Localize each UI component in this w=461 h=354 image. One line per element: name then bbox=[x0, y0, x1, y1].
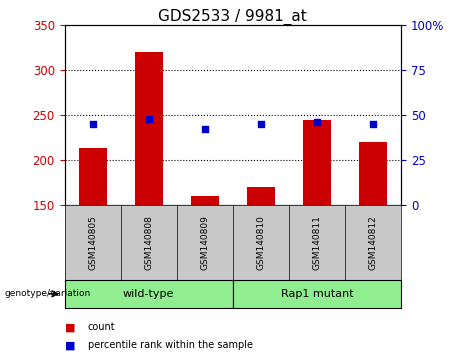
Text: ■: ■ bbox=[65, 340, 75, 350]
Bar bbox=[359, 142, 387, 205]
Text: GSM140810: GSM140810 bbox=[256, 215, 266, 270]
Bar bbox=[247, 187, 275, 205]
Point bbox=[369, 121, 377, 127]
Bar bbox=[135, 52, 163, 205]
Text: Rap1 mutant: Rap1 mutant bbox=[281, 289, 353, 299]
Point bbox=[89, 121, 96, 127]
Point bbox=[313, 119, 321, 125]
Bar bbox=[303, 120, 331, 205]
Text: ■: ■ bbox=[65, 322, 75, 332]
Text: count: count bbox=[88, 322, 115, 332]
Title: GDS2533 / 9981_at: GDS2533 / 9981_at bbox=[159, 8, 307, 25]
Text: percentile rank within the sample: percentile rank within the sample bbox=[88, 340, 253, 350]
Text: GSM140811: GSM140811 bbox=[313, 215, 321, 270]
Point bbox=[201, 127, 208, 132]
Bar bbox=[78, 148, 106, 205]
Text: GSM140812: GSM140812 bbox=[368, 215, 378, 270]
Point bbox=[145, 116, 152, 121]
Text: GSM140805: GSM140805 bbox=[88, 215, 97, 270]
Text: genotype/variation: genotype/variation bbox=[5, 289, 91, 298]
Text: wild-type: wild-type bbox=[123, 289, 174, 299]
Bar bbox=[191, 196, 219, 205]
Text: GSM140808: GSM140808 bbox=[144, 215, 153, 270]
Text: GSM140809: GSM140809 bbox=[200, 215, 209, 270]
Point bbox=[257, 121, 265, 127]
